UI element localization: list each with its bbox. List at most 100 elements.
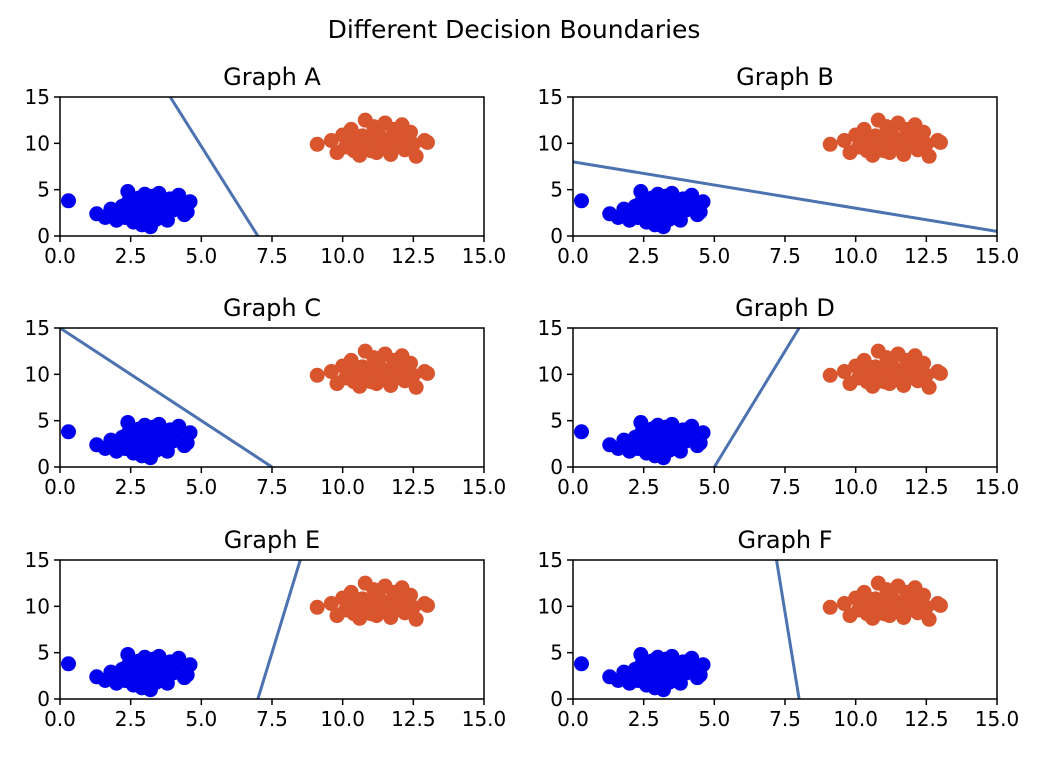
- scatter-point-class-b: [403, 355, 419, 371]
- axes-frame: [59, 96, 485, 237]
- scatter-point-class-b: [419, 134, 435, 150]
- scatter-point-class-b: [853, 135, 869, 151]
- scatter-point-class-a: [695, 657, 711, 673]
- axes-frame: [59, 327, 485, 468]
- scatter-point-class-b: [836, 133, 852, 149]
- plot-area: [60, 560, 435, 699]
- subplot-title: Graph F: [737, 526, 832, 554]
- scatter-point-class-b: [408, 611, 424, 627]
- y-tick-label: 10: [538, 131, 563, 155]
- scatter-point-class-a: [60, 424, 76, 440]
- x-tick-label: 12.5: [904, 475, 949, 499]
- scatter-point-class-a: [182, 425, 198, 441]
- x-tick-label: 0.0: [557, 475, 589, 499]
- scatter-point-class-a: [182, 194, 198, 210]
- x-tick-label: 0.0: [44, 244, 76, 268]
- x-tick-label: 15.0: [975, 475, 1020, 499]
- scatter-point-class-b: [323, 364, 339, 380]
- x-tick-label: 15.0: [462, 707, 507, 731]
- x-tick-label: 2.5: [115, 707, 147, 731]
- x-tick-label: 12.5: [904, 707, 949, 731]
- x-tick-label: 10.0: [833, 475, 878, 499]
- scatter-point-class-b: [403, 587, 419, 603]
- scatter-point-class-b: [340, 598, 356, 614]
- decision-boundary-line: [713, 328, 801, 467]
- y-tick-label: 15: [25, 548, 50, 572]
- scatter-point-class-b: [916, 124, 932, 140]
- x-tick-label: 7.5: [769, 707, 801, 731]
- x-tick-label: 15.0: [462, 475, 507, 499]
- scatter-point-class-b: [363, 143, 379, 159]
- y-tick-label: 10: [538, 594, 563, 618]
- scatter-point-class-b: [403, 124, 419, 140]
- scatter-point-class-b: [856, 352, 872, 368]
- scatter-point-class-b: [932, 134, 948, 150]
- scatter-point-class-a: [684, 187, 700, 203]
- x-tick-label: 7.5: [256, 707, 288, 731]
- scatter-point-class-b: [916, 587, 932, 603]
- figure-suptitle: Different Decision Boundaries: [328, 15, 701, 44]
- y-tick-label: 0: [37, 224, 50, 248]
- axes-frame: [59, 559, 485, 700]
- scatter-point-class-a: [633, 415, 649, 431]
- x-tick-label: 12.5: [391, 475, 436, 499]
- subplot-title: Graph D: [735, 294, 835, 322]
- y-tick-label: 10: [25, 362, 50, 386]
- subplot: Graph E 0.0 2.5 5.0 7.5 10.0 12.5 15.0 0 5 10 15: [25, 526, 507, 731]
- x-tick-label: 0.0: [44, 707, 76, 731]
- y-tick-label: 0: [550, 455, 563, 479]
- x-tick-label: 5.0: [698, 475, 730, 499]
- x-tick-label: 2.5: [115, 244, 147, 268]
- scatter-point-class-a: [573, 656, 589, 672]
- x-tick-label: 10.0: [320, 707, 365, 731]
- x-tick-label: 0.0: [557, 707, 589, 731]
- decision-boundary-line: [168, 97, 260, 236]
- scatter-point-class-b: [822, 136, 838, 152]
- scatter-point-class-b: [309, 599, 325, 615]
- subplot: Graph B 0.0 2.5 5.0 7.5 10.0 12.5 15.0 0 5 10 15: [538, 63, 1020, 268]
- y-tick-label: 15: [25, 85, 50, 109]
- subplot-title: Graph A: [223, 63, 321, 91]
- scatter-point-class-a: [695, 194, 711, 210]
- scatter-point-class-b: [343, 352, 359, 368]
- plot-area: [573, 328, 948, 467]
- scatter-point-class-b: [405, 599, 421, 615]
- scatter-point-class-b: [876, 606, 892, 622]
- scatter-point-class-b: [918, 367, 934, 383]
- y-tick-label: 15: [538, 85, 563, 109]
- scatter-point-class-a: [171, 418, 187, 434]
- x-tick-label: 10.0: [320, 475, 365, 499]
- x-tick-label: 12.5: [391, 244, 436, 268]
- x-tick-label: 0.0: [557, 244, 589, 268]
- scatter-point-class-b: [323, 596, 339, 612]
- x-tick-label: 15.0: [975, 244, 1020, 268]
- x-tick-label: 2.5: [628, 475, 660, 499]
- x-tick-label: 0.0: [44, 475, 76, 499]
- scatter-point-class-b: [856, 584, 872, 600]
- scatter-point-class-b: [918, 599, 934, 615]
- scatter-point-class-b: [309, 367, 325, 383]
- scatter-point-class-a: [120, 415, 136, 431]
- scatter-point-class-a: [695, 425, 711, 441]
- x-tick-label: 10.0: [320, 244, 365, 268]
- plot-area: [573, 112, 997, 235]
- subplot: Graph F 0.0 2.5 5.0 7.5 10.0 12.5 15.0 0 5 10 15: [538, 526, 1020, 731]
- x-tick-label: 15.0: [462, 244, 507, 268]
- y-tick-label: 15: [538, 548, 563, 572]
- subplot-title: Graph B: [736, 63, 834, 91]
- scatter-point-class-a: [684, 418, 700, 434]
- y-tick-label: 0: [550, 224, 563, 248]
- y-tick-label: 5: [37, 409, 50, 433]
- x-tick-label: 10.0: [833, 244, 878, 268]
- scatter-point-class-b: [343, 121, 359, 137]
- scatter-point-class-b: [853, 366, 869, 382]
- scatter-point-class-a: [182, 657, 198, 673]
- y-tick-label: 5: [550, 641, 563, 665]
- x-tick-label: 7.5: [769, 475, 801, 499]
- subplot-title: Graph E: [224, 526, 320, 554]
- scatter-point-class-b: [340, 135, 356, 151]
- y-tick-label: 0: [37, 687, 50, 711]
- x-tick-label: 7.5: [256, 244, 288, 268]
- plot-area: [573, 560, 948, 699]
